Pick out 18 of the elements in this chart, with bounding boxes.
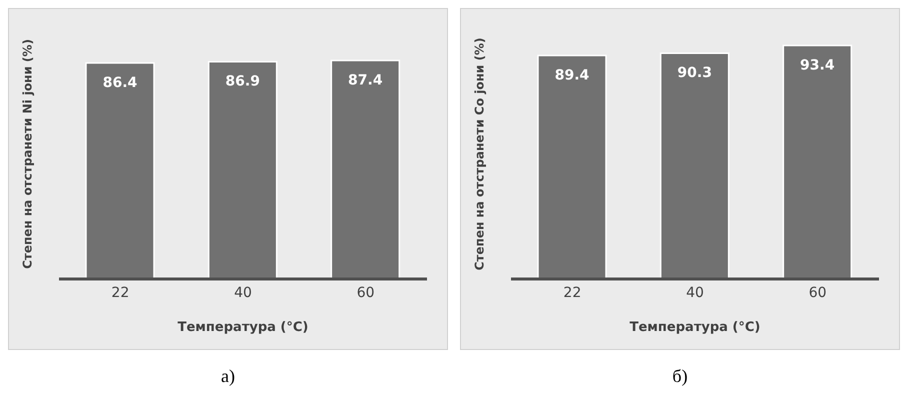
y-axis-title: Степен на отстранети Co јони (%) (472, 38, 486, 270)
text: б) (672, 366, 688, 387)
x-tick-label: 22 (563, 284, 582, 301)
x-tick-label: 22 (111, 284, 130, 301)
data-label: 86.4 (102, 74, 138, 91)
data-label: 93.4 (800, 57, 835, 74)
x-tick-label: 60 (356, 284, 375, 301)
x-tick-label: 40 (686, 284, 704, 301)
x-tick-label: 60 (808, 284, 827, 301)
data-label: 87.4 (348, 72, 383, 88)
data-label: 86.9 (225, 74, 260, 90)
data-label: 89.4 (554, 67, 590, 84)
data-label: 90.3 (677, 65, 712, 82)
x-tick-label: 40 (234, 284, 252, 301)
y-axis-title: Степен на отстранети Ni јони (%) (20, 39, 34, 269)
x-axis-title: Температура (°C) (178, 320, 308, 335)
x-axis-title: Температура (°C) (630, 320, 760, 335)
text: а) (221, 366, 235, 387)
